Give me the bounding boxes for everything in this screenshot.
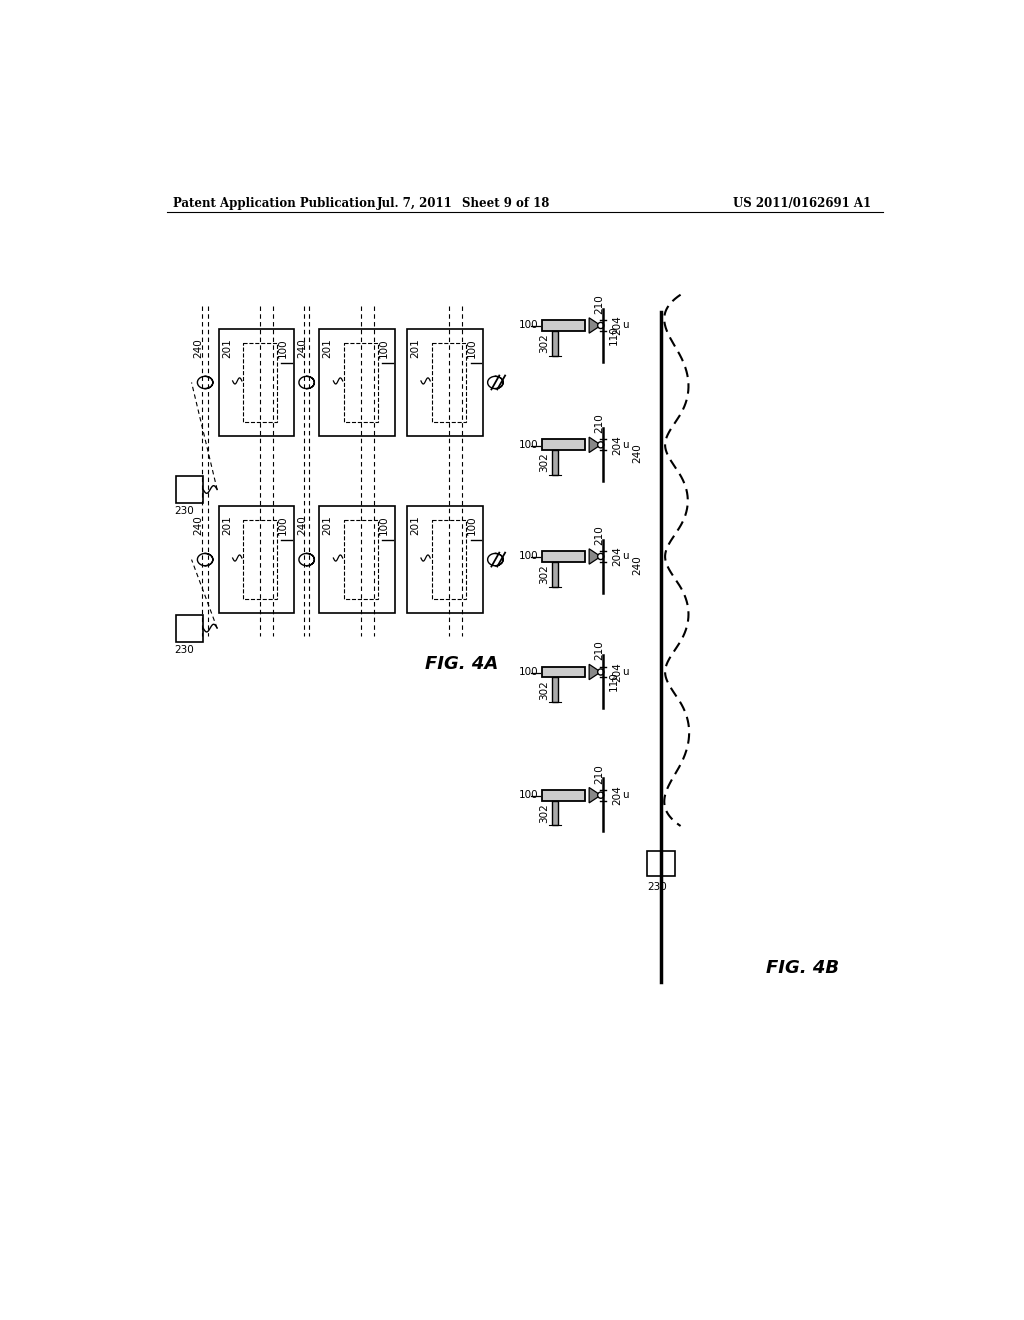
Text: 230: 230 xyxy=(174,506,195,516)
Bar xyxy=(407,330,483,436)
Bar xyxy=(432,520,466,599)
Text: 240: 240 xyxy=(633,554,642,574)
Text: 210: 210 xyxy=(595,413,604,433)
Bar xyxy=(407,507,483,612)
Text: 110: 110 xyxy=(609,325,620,345)
Text: 240: 240 xyxy=(297,339,307,358)
Bar xyxy=(244,520,276,599)
Text: u: u xyxy=(623,440,629,450)
Polygon shape xyxy=(589,788,601,803)
Text: 240: 240 xyxy=(194,339,203,358)
Text: 302: 302 xyxy=(540,334,550,352)
Text: 201: 201 xyxy=(222,339,231,358)
Bar xyxy=(319,507,394,612)
Text: US 2011/0162691 A1: US 2011/0162691 A1 xyxy=(733,197,871,210)
Text: 302: 302 xyxy=(540,680,550,700)
Text: 100: 100 xyxy=(518,791,538,800)
Bar xyxy=(344,343,378,422)
Bar xyxy=(647,851,675,876)
Bar xyxy=(552,331,558,355)
Bar xyxy=(176,615,203,642)
Bar xyxy=(542,321,586,331)
Bar xyxy=(552,677,558,702)
Text: 204: 204 xyxy=(612,785,623,805)
Text: 100: 100 xyxy=(518,321,538,330)
Circle shape xyxy=(598,792,604,799)
Text: 302: 302 xyxy=(540,565,550,583)
Text: 210: 210 xyxy=(595,764,604,784)
Text: 230: 230 xyxy=(174,644,195,655)
Text: Sheet 9 of 18: Sheet 9 of 18 xyxy=(462,197,549,210)
Bar xyxy=(552,800,558,825)
Text: 230: 230 xyxy=(647,882,667,892)
Text: 204: 204 xyxy=(612,546,623,566)
Bar xyxy=(344,520,378,599)
Text: 100: 100 xyxy=(467,339,477,358)
Text: u: u xyxy=(623,667,629,677)
Bar xyxy=(176,477,203,503)
Bar xyxy=(219,330,294,436)
Text: 302: 302 xyxy=(540,803,550,822)
Text: 110: 110 xyxy=(609,672,620,692)
Bar xyxy=(319,330,394,436)
Text: 100: 100 xyxy=(379,516,388,536)
Text: 100: 100 xyxy=(379,339,388,358)
Bar xyxy=(542,667,586,677)
Bar xyxy=(219,507,294,612)
Circle shape xyxy=(598,669,604,675)
Bar xyxy=(552,562,558,586)
Text: FIG. 4B: FIG. 4B xyxy=(766,960,839,977)
Polygon shape xyxy=(589,318,601,333)
Text: 210: 210 xyxy=(595,525,604,545)
Circle shape xyxy=(598,553,604,560)
Text: 100: 100 xyxy=(518,552,538,561)
Text: 240: 240 xyxy=(633,444,642,463)
Text: 100: 100 xyxy=(278,516,288,536)
Bar xyxy=(542,552,586,562)
Bar xyxy=(542,440,586,450)
Bar xyxy=(432,343,466,422)
Polygon shape xyxy=(589,437,601,453)
Text: 100: 100 xyxy=(278,339,288,358)
Text: Patent Application Publication: Patent Application Publication xyxy=(173,197,376,210)
Text: u: u xyxy=(623,552,629,561)
Text: 100: 100 xyxy=(467,516,477,536)
Bar xyxy=(244,343,276,422)
Text: 210: 210 xyxy=(595,294,604,314)
Text: u: u xyxy=(623,791,629,800)
Bar xyxy=(542,789,586,800)
Circle shape xyxy=(598,442,604,447)
Text: 201: 201 xyxy=(222,516,231,536)
Text: 204: 204 xyxy=(612,315,623,335)
Text: FIG. 4A: FIG. 4A xyxy=(425,655,498,673)
Text: 204: 204 xyxy=(612,663,623,682)
Text: 240: 240 xyxy=(194,516,203,536)
Bar xyxy=(552,450,558,475)
Text: Jul. 7, 2011: Jul. 7, 2011 xyxy=(377,197,453,210)
Text: 100: 100 xyxy=(518,440,538,450)
Text: 302: 302 xyxy=(540,453,550,473)
Text: 201: 201 xyxy=(323,339,333,358)
Text: 100: 100 xyxy=(518,667,538,677)
Text: 210: 210 xyxy=(595,640,604,660)
Text: 201: 201 xyxy=(410,516,420,536)
Text: 240: 240 xyxy=(297,516,307,536)
Text: 201: 201 xyxy=(323,516,333,536)
Polygon shape xyxy=(589,549,601,564)
Text: 201: 201 xyxy=(410,339,420,358)
Polygon shape xyxy=(589,664,601,680)
Text: 204: 204 xyxy=(612,436,623,454)
Text: u: u xyxy=(623,321,629,330)
Circle shape xyxy=(598,322,604,329)
